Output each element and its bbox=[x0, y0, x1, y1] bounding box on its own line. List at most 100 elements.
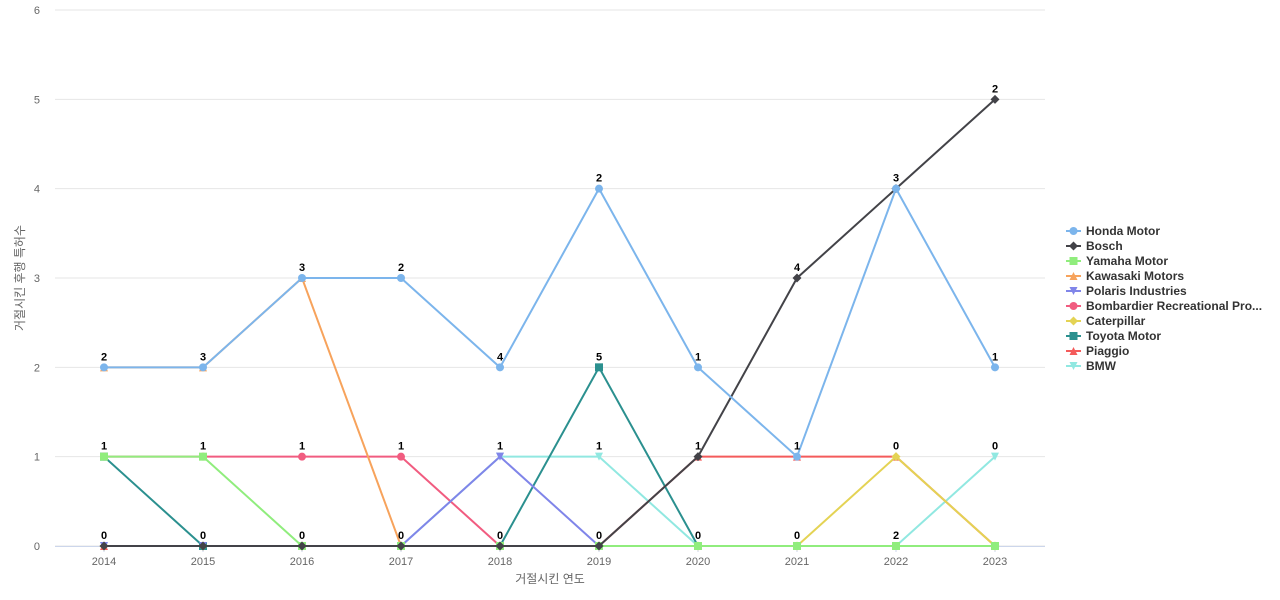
data-label: 4 bbox=[497, 351, 504, 363]
data-label: 0 bbox=[992, 441, 998, 453]
legend-item[interactable]: Honda Motor bbox=[1066, 224, 1160, 238]
x-tick-label: 2019 bbox=[587, 556, 611, 568]
data-label: 3 bbox=[200, 351, 206, 363]
data-label: 2 bbox=[992, 83, 998, 95]
data-point bbox=[199, 452, 207, 461]
legend-item[interactable]: Bombardier Recreational Pro... bbox=[1066, 299, 1262, 313]
legend-marker bbox=[1069, 362, 1078, 370]
data-point bbox=[496, 452, 504, 461]
data-label: 1 bbox=[497, 441, 503, 453]
data-point bbox=[198, 541, 208, 551]
data-point bbox=[595, 184, 603, 193]
data-label: 0 bbox=[299, 530, 305, 542]
data-label: 4 bbox=[794, 262, 801, 274]
data-label: 0 bbox=[497, 530, 503, 542]
x-tick-label: 2020 bbox=[686, 556, 710, 568]
legend-item[interactable]: Toyota Motor bbox=[1066, 329, 1161, 343]
data-point bbox=[991, 363, 999, 372]
data-point bbox=[397, 274, 405, 282]
data-label: 2 bbox=[596, 173, 602, 185]
data-label: 1 bbox=[101, 441, 107, 453]
legend-label: Bombardier Recreational Pro... bbox=[1086, 299, 1262, 313]
legend-item[interactable]: Yamaha Motor bbox=[1066, 254, 1168, 268]
data-point bbox=[694, 542, 702, 550]
data-label: 0 bbox=[596, 530, 602, 542]
legend-label: Piaggio bbox=[1086, 344, 1129, 358]
data-point bbox=[595, 363, 603, 372]
legend-item[interactable]: Bosch bbox=[1066, 239, 1123, 253]
data-label: 0 bbox=[893, 441, 899, 453]
legend-label: Polaris Industries bbox=[1086, 284, 1187, 298]
legend-item[interactable]: BMW bbox=[1066, 359, 1117, 373]
data-point bbox=[892, 184, 900, 193]
data-label: 0 bbox=[200, 530, 206, 542]
data-point bbox=[693, 452, 703, 462]
y-axis: 0 1 2 3 4 5 6 bbox=[34, 5, 40, 553]
legend-label: Yamaha Motor bbox=[1086, 254, 1168, 268]
y-tick-label: 0 bbox=[34, 541, 40, 553]
y-tick-label: 3 bbox=[34, 273, 40, 285]
x-tick-label: 2018 bbox=[488, 556, 512, 568]
data-point bbox=[891, 452, 901, 462]
data-label: 1 bbox=[596, 441, 602, 453]
y-tick-label: 4 bbox=[34, 184, 40, 196]
data-point bbox=[892, 542, 900, 550]
legend-item[interactable]: Piaggio bbox=[1066, 344, 1129, 358]
data-label: 2 bbox=[893, 530, 899, 542]
y-tick-label: 5 bbox=[34, 94, 40, 106]
data-point bbox=[396, 541, 406, 551]
x-tick-label: 2017 bbox=[389, 556, 413, 568]
series-line bbox=[103, 98, 996, 547]
data-point bbox=[298, 274, 306, 282]
legend-marker bbox=[1069, 287, 1078, 295]
data-label: 0 bbox=[398, 530, 404, 542]
data-label: 0 bbox=[695, 530, 701, 542]
data-point bbox=[100, 363, 108, 372]
series-bosch bbox=[99, 94, 1000, 551]
data-point bbox=[990, 94, 1000, 104]
series-line bbox=[103, 455, 996, 547]
data-point bbox=[792, 273, 802, 283]
data-point bbox=[397, 452, 405, 461]
data-point bbox=[99, 541, 109, 551]
data-label: 0 bbox=[101, 530, 107, 542]
data-point bbox=[694, 363, 702, 372]
data-point bbox=[991, 542, 999, 550]
x-tick-label: 2023 bbox=[983, 556, 1007, 568]
y-tick-label: 6 bbox=[34, 5, 40, 17]
legend-item[interactable]: Polaris Industries bbox=[1066, 284, 1187, 298]
data-point bbox=[199, 363, 207, 372]
legend-item[interactable]: Caterpillar bbox=[1066, 314, 1146, 328]
legend-label: Bosch bbox=[1086, 239, 1123, 253]
legend-item[interactable]: Kawasaki Motors bbox=[1066, 269, 1184, 283]
legend-marker bbox=[1069, 272, 1078, 280]
data-point bbox=[297, 541, 307, 551]
legend-marker bbox=[1069, 332, 1078, 340]
series-line bbox=[103, 277, 996, 547]
data-label: 1 bbox=[200, 441, 206, 453]
data-point bbox=[496, 363, 504, 372]
legend-marker bbox=[1069, 316, 1078, 326]
y-axis-title: 거절시킨 후행 특허수 bbox=[12, 225, 27, 331]
data-point bbox=[100, 452, 108, 461]
x-tick-label: 2022 bbox=[884, 556, 908, 568]
data-label: 1 bbox=[299, 441, 305, 453]
x-tick-label: 2015 bbox=[191, 556, 215, 568]
data-point bbox=[991, 452, 999, 461]
data-point bbox=[793, 452, 801, 461]
data-label: 1 bbox=[992, 351, 998, 363]
series-line bbox=[103, 187, 996, 458]
series-group bbox=[99, 94, 1000, 551]
legend-marker bbox=[1069, 241, 1078, 251]
legend-label: Kawasaki Motors bbox=[1086, 269, 1184, 283]
data-label: 5 bbox=[596, 351, 602, 363]
x-axis: 2014 2015 2016 2017 2018 2019 2020 2021 2022 2023 bbox=[92, 546, 1007, 568]
data-label: 1 bbox=[398, 441, 404, 453]
legend-marker bbox=[1069, 347, 1078, 355]
legend-marker bbox=[1069, 302, 1078, 310]
data-point bbox=[495, 541, 505, 551]
legend-label: Caterpillar bbox=[1086, 314, 1146, 328]
